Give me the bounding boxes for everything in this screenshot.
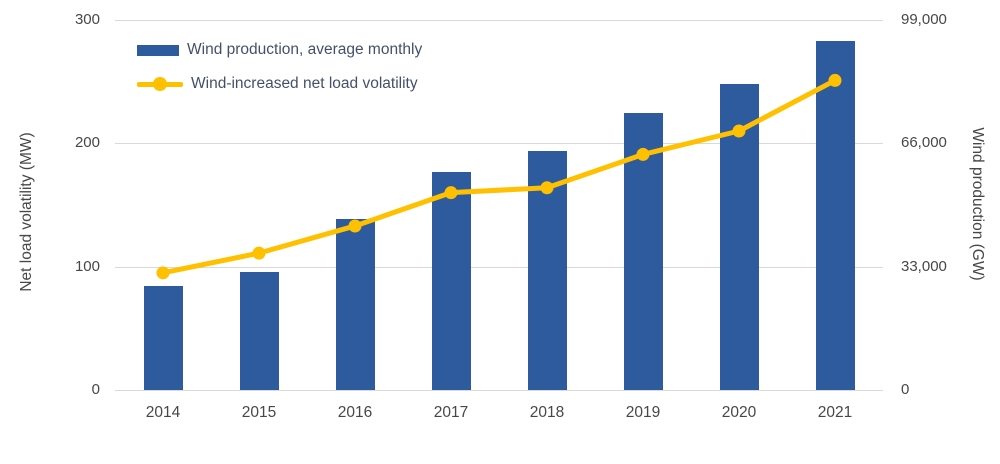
line-marker-2021 [828,73,842,87]
bar-2016 [335,219,375,390]
gridline-300 [115,20,883,21]
left-axis-tick-200: 200 [74,134,100,152]
gridline-200 [115,143,883,145]
net-load-volatility-line [160,77,838,276]
right-axis-tick-66,000: 66,000 [901,134,947,152]
gridline-100 [115,266,883,268]
net-load-volatility-line-layer [156,73,842,280]
right-axis-tick-0: 0 [901,381,910,398]
left-axis-tick-0: 0 [91,381,100,398]
bar-2015 [239,271,279,390]
legend-label-net-load-volatility: Wind-increased net load volatility [191,75,418,92]
x-axis-label-2016: 2016 [337,404,373,421]
x-axis-label-2014: 2014 [145,404,181,421]
x-axis-label-2019: 2019 [625,404,661,421]
bar-2017 [431,171,471,390]
line-marker-2018 [540,181,554,195]
legend-label-wind-production: Wind production, average monthly [187,41,423,58]
left-axis-tick-300: 300 [74,11,100,28]
line-marker-2014 [156,266,170,280]
right-axis-tick-99,000: 99,000 [901,11,947,28]
x-axis-label-2018: 2018 [529,404,565,421]
line-marker-2015 [252,246,266,260]
left-axis-tick-100: 100 [74,257,100,275]
legend-item-wind-production: Wind production, average monthly [137,39,422,61]
x-axis-label-2020: 2020 [721,404,757,421]
x-axis-label-2015: 2015 [241,404,277,421]
legend-item-net-load-volatility: Wind-increased net load volatility [137,73,422,95]
right-axis-tick-33,000: 33,000 [901,257,947,275]
gridline-0 [115,390,883,391]
line-marker-2020 [732,124,746,138]
legend: Wind production, average monthly Wind-in… [137,39,422,107]
line-marker-2016 [348,219,362,233]
line-marker-2017 [444,186,458,200]
x-axis-label-2021: 2021 [817,404,853,421]
line-swatch-dot [153,77,167,91]
line-marker-2019 [636,147,650,161]
bar-2021 [815,40,855,390]
bar-swatch-icon [137,44,179,56]
line-swatch-icon [137,77,183,91]
bar-2014 [143,286,183,390]
x-axis-label-2017: 2017 [433,404,469,421]
